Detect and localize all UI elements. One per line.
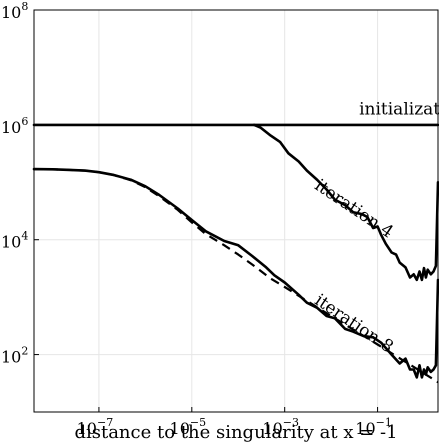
y-tick-label-exponent: 4 — [21, 230, 28, 243]
x-tick-label-exponent: −7 — [97, 416, 113, 429]
series-lines — [32, 123, 439, 384]
y-tick-label: 106 — [1, 115, 28, 137]
plot-frame — [33, 9, 439, 413]
x-tick-label: 10−5 — [170, 416, 207, 438]
y-tick-label-base: 10 — [1, 233, 21, 252]
x-tick-label-exponent: −1 — [376, 416, 392, 429]
y-tick-label-base: 10 — [1, 348, 21, 367]
y-tick-label: 102 — [1, 345, 28, 367]
dashed-reference-line — [33, 168, 439, 384]
series-line-2 — [252, 123, 439, 282]
annotations: initialization iteration 4 iteration 8 — [311, 100, 439, 358]
annotation-label: initialization — [359, 100, 439, 120]
axis-ticks — [34, 9, 379, 412]
x-tick-label-base: 10 — [170, 419, 190, 438]
x-tick-label: 10−3 — [262, 416, 299, 438]
annotation-label: iteration 4 — [311, 175, 397, 242]
x-axis-title: distance to the singularity at x = -1 — [74, 422, 397, 443]
x-tick-label-base: 10 — [355, 419, 375, 438]
x-tick-label-exponent: −5 — [190, 416, 206, 429]
y-tick-label-exponent: 6 — [21, 115, 28, 128]
x-tick-label: 10−7 — [77, 416, 114, 438]
x-tick-label: 10−1 — [355, 416, 392, 438]
x-tick-label-exponent: −3 — [283, 416, 299, 429]
y-tick-label-exponent: 2 — [21, 345, 28, 358]
x-tick-label-base: 10 — [262, 419, 282, 438]
y-tick-label-base: 10 — [1, 118, 21, 137]
y-tick-label-base: 10 — [1, 3, 21, 22]
y-tick-label: 108 — [1, 0, 28, 22]
annotation-label: iteration 8 — [311, 290, 397, 357]
y-tick-label-exponent: 8 — [21, 0, 28, 13]
x-tick-label-base: 10 — [77, 419, 97, 438]
y-tick-label: 104 — [1, 230, 28, 252]
